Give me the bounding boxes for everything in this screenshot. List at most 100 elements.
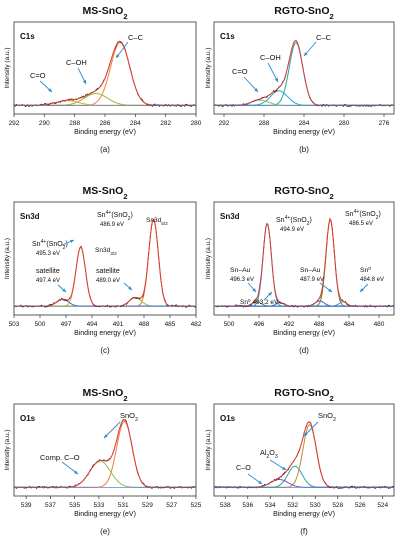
x-tick-label: 484 [344, 321, 355, 328]
annotation-arrowhead [48, 88, 52, 92]
panel-letter: (d) [299, 346, 309, 355]
x-tick-label: 526 [355, 502, 366, 509]
panel-title: MS-SnO2 [82, 5, 127, 21]
y-axis-label: Intensity (a.u.) [4, 429, 11, 470]
x-tick-label: 534 [265, 502, 276, 509]
label-sn4-a: Sn4+(SnO2) [276, 215, 312, 227]
plot-frame [13, 201, 197, 316]
x-tick-label: 480 [374, 321, 385, 328]
x-tick-label: 288 [259, 120, 270, 127]
annotation-arrowhead [74, 470, 78, 474]
label-sn3d32: Sn3d3/2 [95, 247, 117, 256]
label-sn3d52: Sn3d5/2 [146, 217, 168, 226]
label-sn4-32: Sn4+(SnO2) [32, 239, 68, 251]
component-peak [214, 222, 394, 307]
label-c-o: C=O [30, 71, 46, 80]
label-c-o: C–O [236, 463, 251, 472]
x-tick-label: 282 [160, 120, 171, 127]
x-tick-label: 485 [165, 321, 176, 328]
x-tick-label: 524 [377, 502, 388, 509]
annotation-arrow [103, 421, 121, 439]
label-sn-au-2: Sn–Au [300, 267, 321, 274]
plot-frame [213, 403, 395, 497]
component-peak [214, 478, 394, 488]
x-tick-label: 284 [130, 120, 141, 127]
x-tick-label: 527 [166, 502, 177, 509]
plot-frame [213, 201, 395, 316]
annotation-arrowhead [274, 78, 278, 82]
component-peak [14, 93, 196, 106]
x-tick-label: 538 [220, 502, 231, 509]
label-sn0-b: Sn0 493.2 eV [240, 298, 279, 307]
x-tick-label: 528 [332, 502, 343, 509]
annotation-arrowhead [304, 52, 308, 56]
panel-title: RGTO-SnO2 [274, 387, 333, 403]
panel-a: MS-SnO2 C1s Intensity (a.u.) Binding energy… [4, 5, 202, 154]
x-tick-label: 500 [224, 321, 235, 328]
x-tick-label: 492 [284, 321, 295, 328]
x-tick-label: 284 [299, 120, 310, 127]
annotation-arrowhead [328, 288, 332, 292]
x-tick-label: 532 [287, 502, 298, 509]
y-axis-label: Intensity (a.u.) [4, 238, 11, 279]
x-tick-label: 292 [219, 120, 230, 127]
panel-f: RGTO-SnO2 O1s Intensity (a.u.) Binding ener… [205, 387, 395, 536]
panel-c: MS-SnO2 Sn3d Intensity (a.u.) Binding energ… [4, 185, 202, 355]
y-axis-label: Intensity (a.u.) [4, 47, 11, 88]
x-tick-label: 280 [339, 120, 350, 127]
annotation-arrowhead [268, 292, 272, 296]
plot-frame [13, 21, 197, 115]
label-c-oh: C–OH [66, 58, 87, 67]
x-tick-label: 488 [139, 321, 150, 328]
label-sn0-a-value: 484.8 eV [360, 277, 384, 283]
label-sno2: SnO2 [120, 411, 138, 423]
x-tick-label: 280 [191, 120, 202, 127]
label-sn4-52-value: 486.9 eV [100, 222, 124, 228]
label-sn-au-2-value: 487.9 eV [300, 277, 324, 283]
region-label: C1s [20, 32, 35, 41]
component-peak [214, 90, 394, 106]
x-tick-label: 288 [69, 120, 80, 127]
x-tick-label: 539 [21, 502, 32, 509]
y-axis-label: Intensity (a.u.) [205, 47, 212, 88]
annotation-arrowhead [128, 286, 132, 290]
component-peak [14, 460, 196, 488]
panel-letter: (a) [100, 145, 110, 154]
annotation-arrowhead [360, 288, 364, 292]
panel-title: RGTO-SnO2 [274, 185, 333, 201]
label-satellite-2: satellite [96, 268, 120, 275]
x-tick-label: 533 [94, 502, 105, 509]
label-c-o: C=O [232, 67, 248, 76]
annotation-arrowhead [82, 80, 86, 84]
panel-letter: (b) [299, 145, 309, 154]
annotation-arrowhead [62, 288, 66, 292]
fitted-envelope [14, 218, 196, 307]
x-tick-label: 276 [379, 120, 390, 127]
x-tick-label: 491 [113, 321, 124, 328]
region-label: C1s [220, 32, 235, 41]
x-tick-label: 488 [314, 321, 325, 328]
panel-b: RGTO-SnO2 C1s Intensity (a.u.) Binding ener… [205, 5, 395, 154]
x-tick-label: 535 [69, 502, 80, 509]
annotation-arrowhead [116, 54, 120, 58]
annotation-arrowhead [70, 239, 74, 244]
x-tick-label: 536 [242, 502, 253, 509]
x-tick-label: 530 [310, 502, 321, 509]
label-satellite-1-value: 497.4 eV [36, 278, 60, 284]
x-tick-label: 531 [118, 502, 129, 509]
annotation-arrowhead [254, 88, 258, 92]
y-axis-label: Intensity (a.u.) [205, 238, 212, 279]
panel-d: RGTO-SnO2 Sn3d Intensity (a.u.) Binding ene… [205, 185, 395, 355]
panel-letter: (c) [100, 346, 110, 355]
y-axis-label: Intensity (a.u.) [205, 429, 212, 470]
label-sn4-52: Sn4+(SnO2) [97, 210, 133, 222]
label-sn4-32-value: 495.3 eV [36, 251, 60, 257]
x-tick-label: 500 [35, 321, 46, 328]
region-label: Sn3d [220, 212, 240, 221]
annotation-arrowhead [304, 432, 308, 436]
x-axis-label: Binding energy (eV) [74, 129, 136, 136]
plot-frame [13, 403, 197, 497]
x-tick-label: 482 [191, 321, 202, 328]
x-tick-label: 537 [45, 502, 56, 509]
